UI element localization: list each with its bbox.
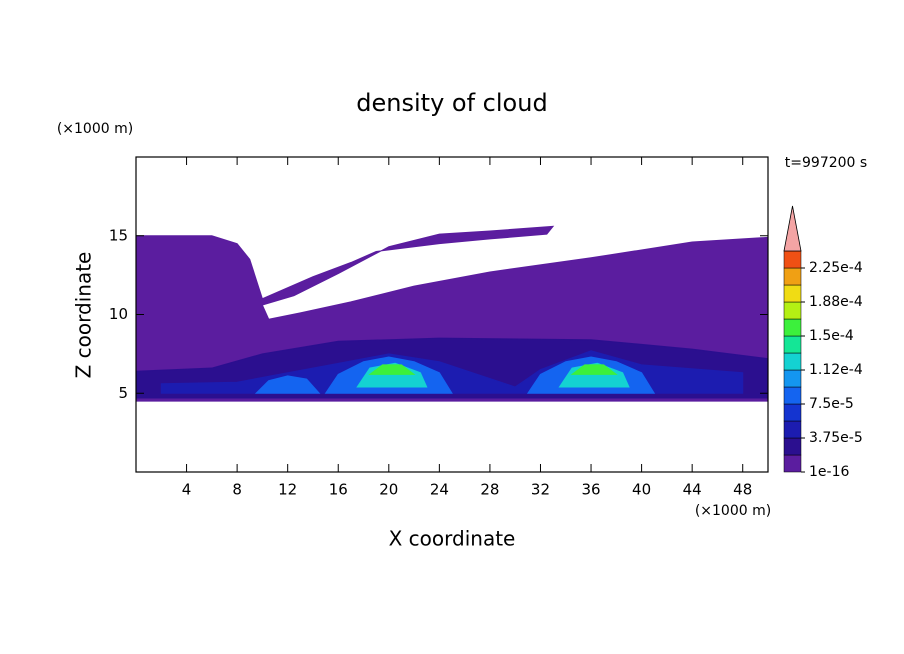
annotation: t=997200 s xyxy=(785,155,867,171)
colorbar-band xyxy=(783,250,802,269)
x-tick-label: 24 xyxy=(430,481,449,499)
contour-region xyxy=(254,375,321,394)
contour-region xyxy=(356,362,428,388)
colorbar-band xyxy=(783,437,802,456)
colorbar-label: 2.25e-4 xyxy=(809,260,863,276)
chart-title: density of cloud xyxy=(356,89,547,117)
x-tick-label: 4 xyxy=(182,481,192,499)
x-tick-label: 40 xyxy=(632,481,651,499)
contour-region xyxy=(368,364,416,375)
colorbar-band xyxy=(783,420,802,439)
colorbar-label: 1.5e-4 xyxy=(809,328,854,344)
y-tick-label: 5 xyxy=(118,384,128,402)
y-unit: (×1000 m) xyxy=(57,121,133,137)
colorbar-extend xyxy=(783,205,802,252)
colorbar-band xyxy=(783,454,802,473)
colorbar-label: 7.5e-5 xyxy=(809,396,854,412)
colorbar-band xyxy=(783,284,802,303)
x-unit: (×1000 m) xyxy=(695,503,771,519)
x-tick-label: 8 xyxy=(232,481,242,499)
colorbar-band xyxy=(783,301,802,320)
colorbar-band xyxy=(783,386,802,405)
y-axis-label: Z coordinate xyxy=(72,252,96,379)
contour-region xyxy=(570,364,618,375)
contour-field xyxy=(136,225,768,402)
colorbar-band xyxy=(783,352,802,371)
x-tick-label: 36 xyxy=(581,481,600,499)
colorbar-label: 1.12e-4 xyxy=(809,362,863,378)
colorbar-band xyxy=(783,403,802,422)
x-tick-label: 28 xyxy=(480,481,499,499)
x-tick-label: 48 xyxy=(733,481,752,499)
y-tick-label: 10 xyxy=(109,305,128,323)
colorbar-label: 3.75e-5 xyxy=(809,430,863,446)
x-axis-label: X coordinate xyxy=(389,527,516,551)
x-tick-label: 20 xyxy=(379,481,398,499)
colorbar-band xyxy=(783,369,802,388)
x-tick-label: 12 xyxy=(278,481,297,499)
contour-region xyxy=(558,362,630,388)
x-tick-label: 32 xyxy=(531,481,550,499)
colorbar-label: 1e-16 xyxy=(809,464,849,480)
colorbar-band xyxy=(783,267,802,286)
x-tick-label: 16 xyxy=(329,481,348,499)
colorbar-band xyxy=(783,335,802,354)
colorbar-band xyxy=(783,318,802,337)
colorbar-label: 1.88e-4 xyxy=(809,294,863,310)
y-tick-label: 15 xyxy=(109,226,128,244)
x-tick-label: 44 xyxy=(683,481,702,499)
